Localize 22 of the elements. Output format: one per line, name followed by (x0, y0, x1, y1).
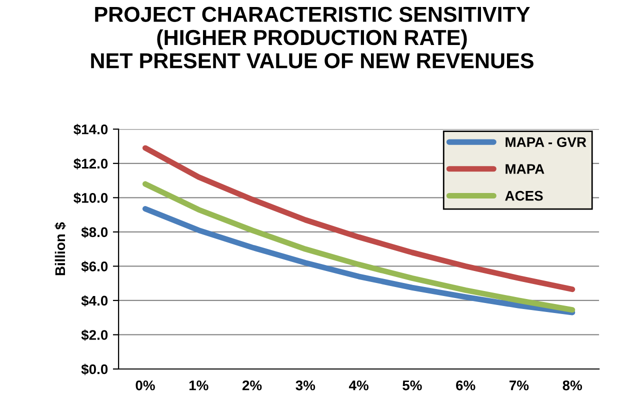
x-tick-label: 3% (296, 380, 316, 390)
y-tick-label: $0.0 (81, 364, 108, 376)
legend-label: ACES (505, 190, 543, 201)
y-tick-label: $2.0 (81, 329, 108, 341)
x-tick-label: 5% (402, 380, 422, 390)
x-tick-label: 4% (348, 380, 368, 390)
x-tick-label: 0% (136, 380, 155, 390)
x-tick-label: 2% (242, 380, 262, 390)
y-axis-title: Billion $ (54, 222, 66, 276)
legend-label: MAPA - GVR (506, 137, 586, 148)
x-tick-label: 7% (510, 380, 529, 390)
y-tick-label: $8.0 (81, 226, 108, 238)
y-tick-label: $14.0 (74, 124, 108, 136)
x-tick-label: 8% (562, 380, 582, 390)
chart-title: PROJECT CHARACTERISTIC SENSITIVITY (HIGHER PRODUCTION RATE) NET PRESENT VALUE OF NEW REVENUES (91, 6, 534, 68)
legend-label: MAPA (506, 164, 544, 174)
x-tick-label: 1% (189, 380, 208, 390)
y-tick-label: $12.0 (74, 158, 108, 170)
y-tick-label: $10.0 (74, 192, 108, 204)
y-tick-label: $4.0 (81, 295, 108, 307)
y-tick-label: $6.0 (81, 260, 108, 272)
x-tick-label: 6% (456, 380, 476, 390)
